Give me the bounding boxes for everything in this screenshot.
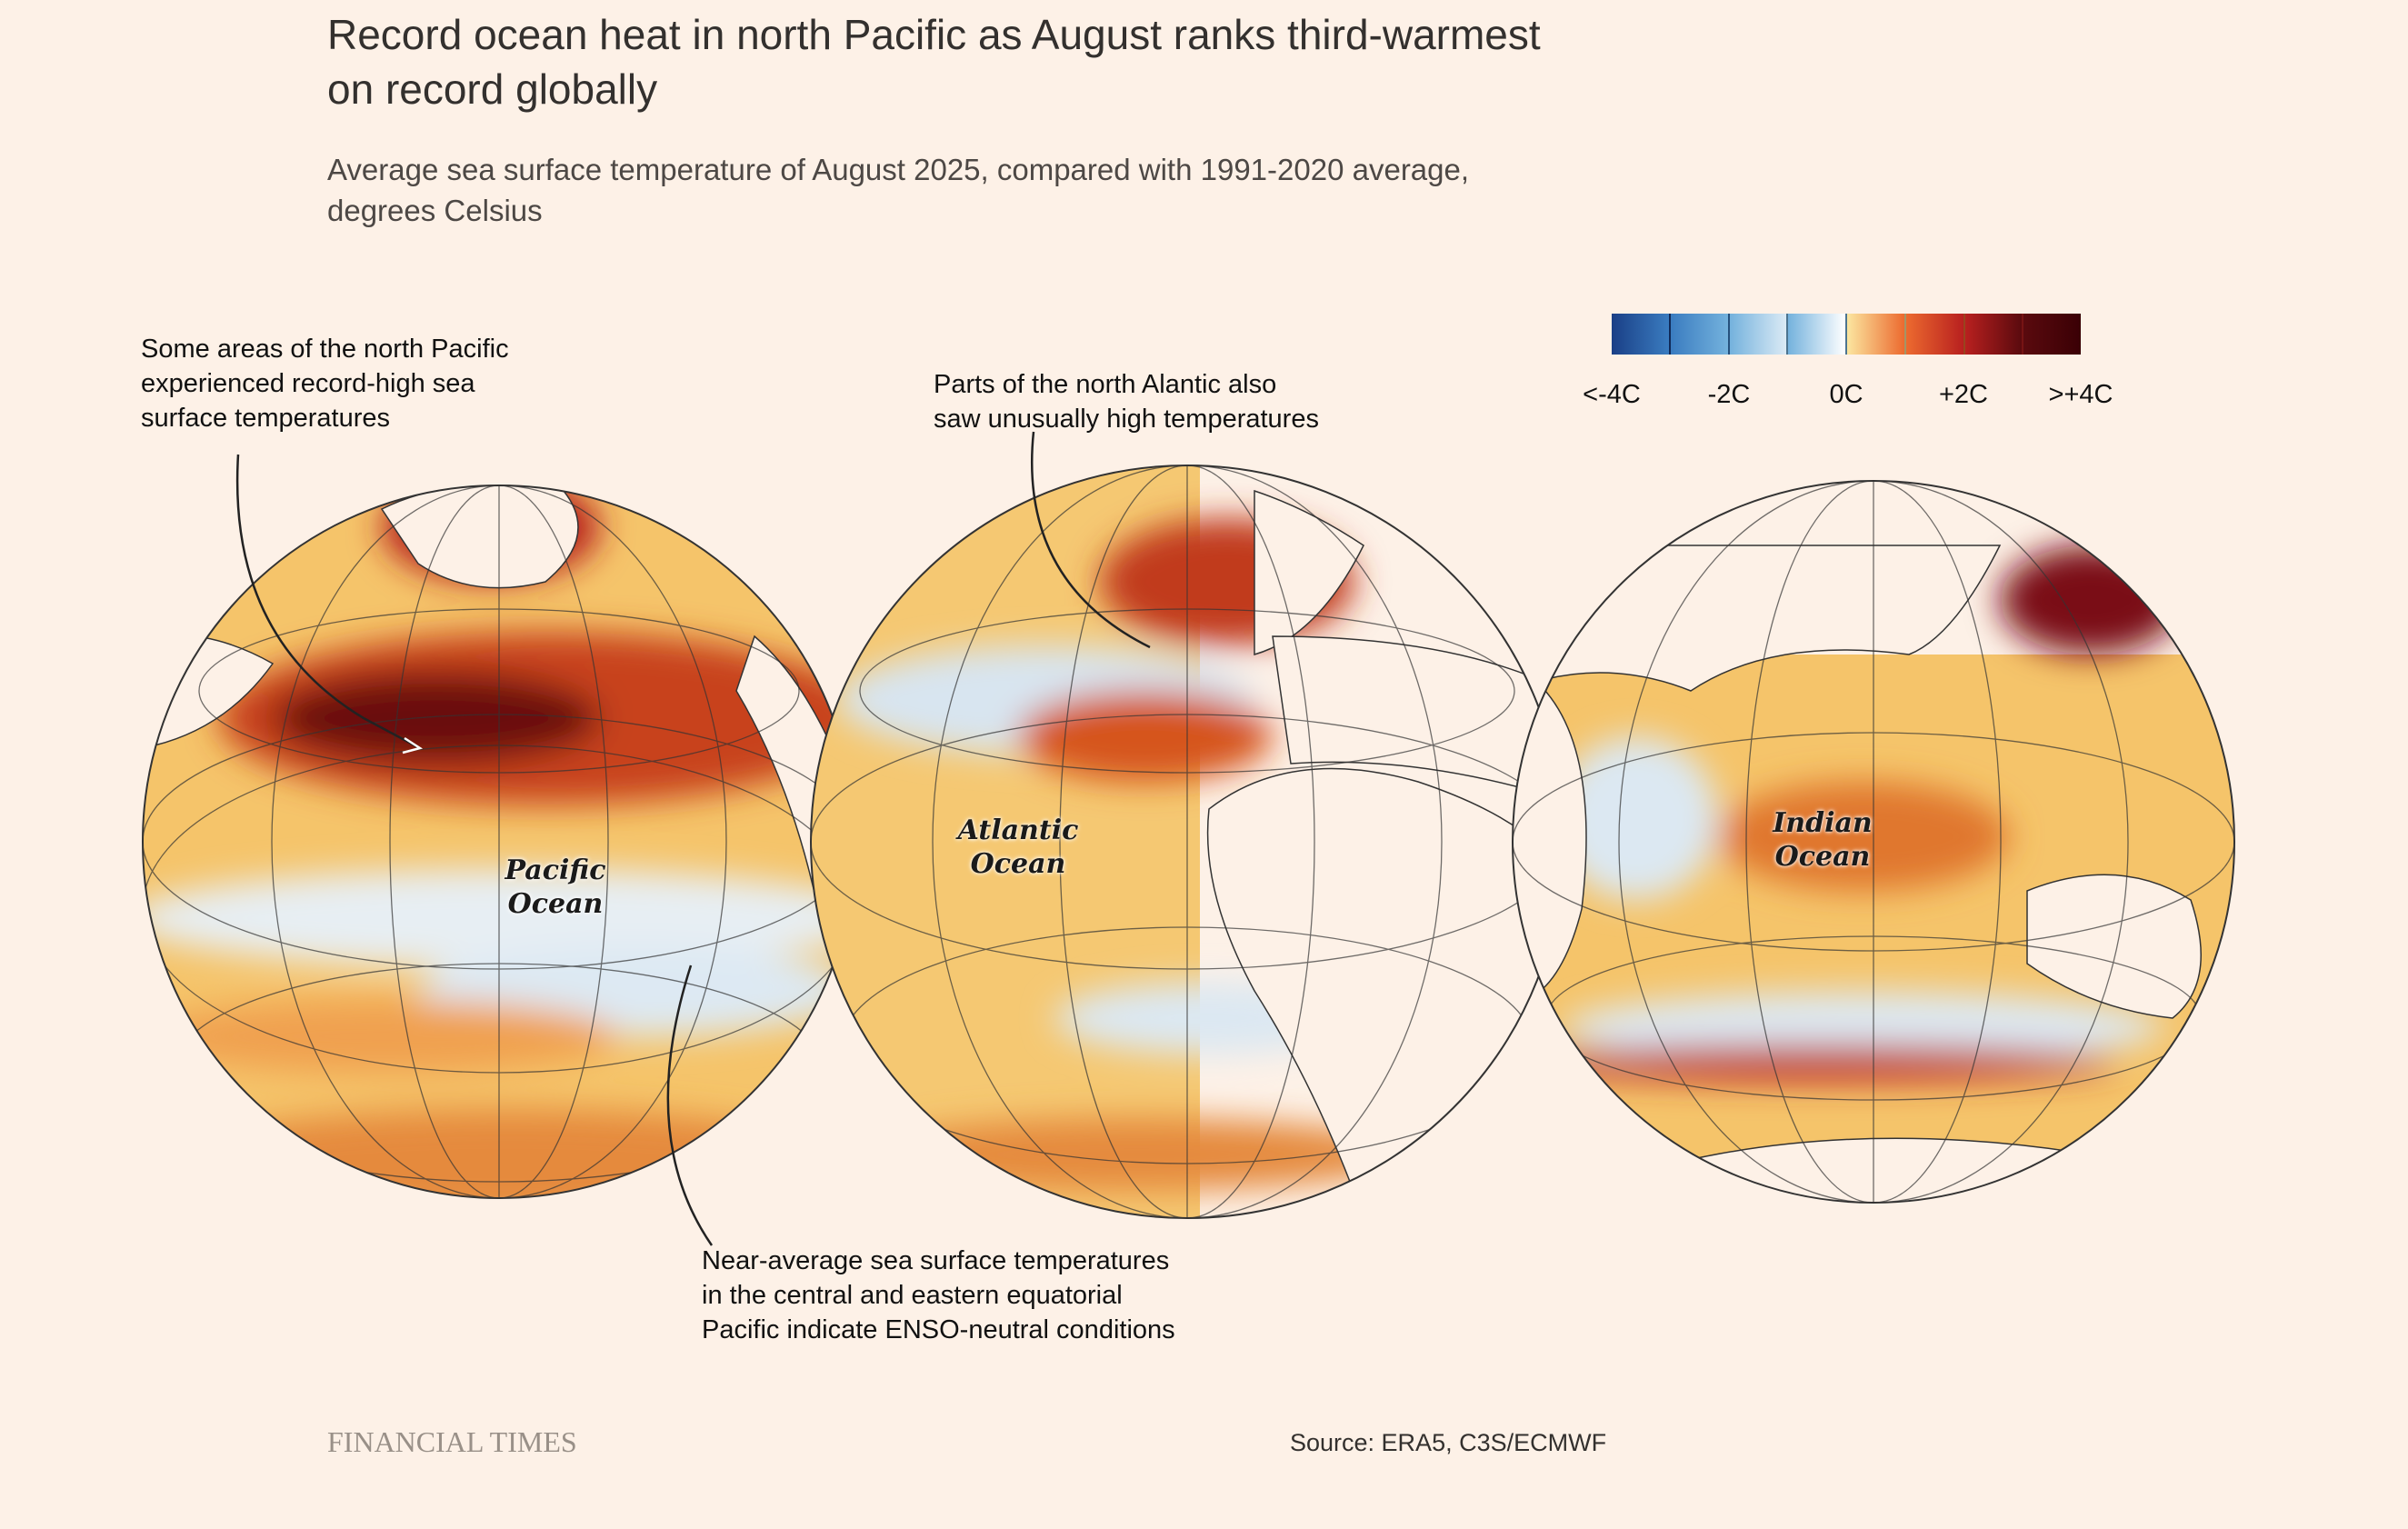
- legend-label: <-4C: [1583, 380, 1641, 409]
- indian-globe: [1512, 480, 2235, 1204]
- label-atlantic-ocean: Atlantic Ocean: [958, 814, 1079, 881]
- atlantic-globe: [810, 465, 1564, 1219]
- annotation-line: Some areas of the north Pacific: [141, 335, 509, 364]
- leader-line-north-pacific: [235, 454, 419, 749]
- annotation-line: Pacific indicate ENSO-neutral conditions: [702, 1315, 1175, 1344]
- annotation-line: experienced record-high sea: [141, 369, 475, 398]
- annotation-north-atlantic: Parts of the north Alantic also saw unus…: [934, 367, 1319, 436]
- ocean-label-line: Pacific: [505, 854, 606, 886]
- legend-swatch: [1847, 314, 1906, 355]
- ft-logo: FINANCIAL TIMES: [327, 1425, 577, 1458]
- pacific-globe: [142, 485, 856, 1199]
- color-legend: [1612, 314, 2081, 355]
- legend-swatch: [2023, 314, 2081, 355]
- subtitle-line: Average sea surface temperature of Augus…: [327, 153, 1470, 186]
- chart-title: Record ocean heat in north Pacific as Au…: [327, 7, 1541, 116]
- subtitle-line: degrees Celsius: [327, 194, 543, 227]
- ocean-label-line: Ocean: [970, 848, 1066, 880]
- annotation-north-pacific: Some areas of the north Pacific experien…: [141, 332, 509, 435]
- legend-swatch: [1612, 314, 1671, 355]
- legend-label: 0C: [1829, 380, 1863, 409]
- legend-swatch: [1788, 314, 1847, 355]
- title-line: Record ocean heat in north Pacific as Au…: [327, 11, 1541, 58]
- legend-label: -2C: [1707, 380, 1751, 409]
- legend-swatch: [1905, 314, 1965, 355]
- title-line: on record globally: [327, 65, 658, 113]
- annotation-line: Parts of the north Alantic also: [934, 370, 1277, 399]
- annotation-line: surface temperatures: [141, 404, 391, 433]
- source-note: Source: ERA5, C3S/ECMWF: [1290, 1429, 1607, 1456]
- legend-label: >+4C: [2048, 380, 2113, 409]
- annotation-line: in the central and eastern equatorial: [702, 1281, 1123, 1310]
- legend-swatch: [1964, 314, 2024, 355]
- annotation-line: saw unusually high temperatures: [934, 405, 1319, 434]
- legend-swatch: [1670, 314, 1730, 355]
- annotation-line: Near-average sea surface temperatures: [702, 1246, 1170, 1275]
- legend-swatch: [1729, 314, 1789, 355]
- leader-line-enso: [666, 964, 714, 1246]
- ocean-label-line: Ocean: [1774, 841, 1871, 873]
- leader-line-north-atlantic: [1030, 431, 1151, 649]
- ocean-label-line: Ocean: [507, 888, 604, 920]
- ocean-label-line: Indian: [1773, 807, 1873, 839]
- label-indian-ocean: Indian Ocean: [1773, 806, 1872, 874]
- ocean-label-line: Atlantic: [957, 814, 1079, 846]
- annotation-enso: Near-average sea surface temperatures in…: [702, 1244, 1175, 1347]
- legend-label: +2C: [1938, 380, 1989, 409]
- arrow-head-icon: [402, 736, 424, 755]
- chart-subtitle: Average sea surface temperature of Augus…: [327, 149, 1469, 231]
- label-pacific-ocean: Pacific Ocean: [505, 854, 606, 921]
